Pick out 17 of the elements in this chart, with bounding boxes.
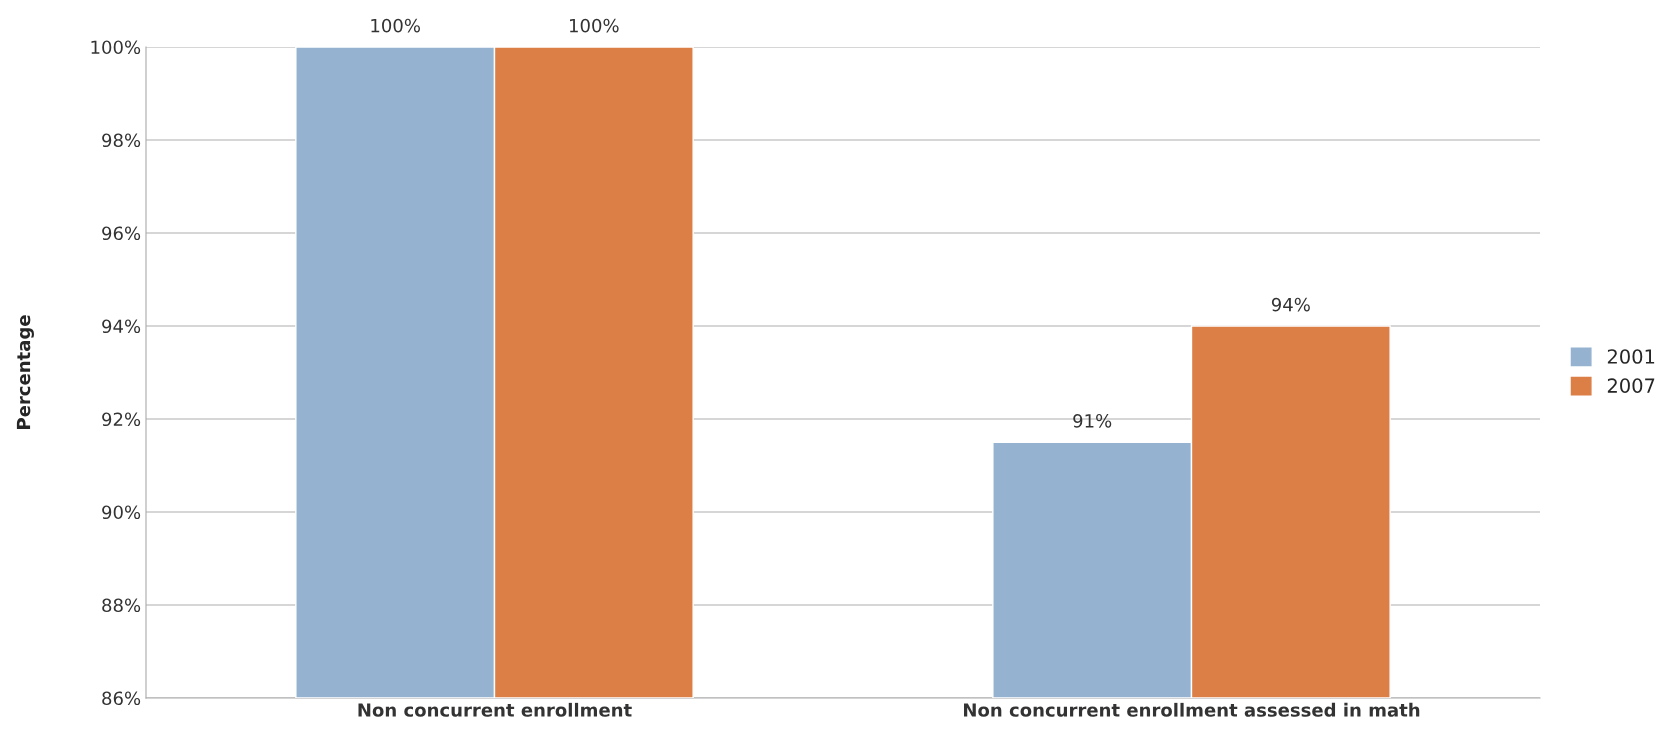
y-tick-label: 100% [91, 40, 141, 55]
y-tick-label: 94% [102, 319, 141, 334]
y-axis-title: Percentage [16, 315, 34, 429]
y-tick-label: 90% [102, 505, 141, 520]
y-tick-label: 96% [102, 226, 141, 241]
legend-label: 2007 [1607, 378, 1655, 393]
y-tick-label: 88% [102, 598, 141, 613]
x-tick-label: Non concurrent enrollment [358, 702, 632, 717]
data-label: 100% [570, 18, 619, 33]
data-label: 91% [1073, 413, 1112, 428]
data-label: 100% [371, 18, 420, 33]
data-label: 94% [1271, 297, 1310, 312]
y-tick-label: 98% [102, 133, 141, 148]
y-tick-label: 86% [102, 691, 141, 706]
x-tick-label: Non concurrent enrollment assessed in math [964, 702, 1420, 717]
y-tick-label: 92% [102, 412, 141, 427]
legend-label: 2001 [1607, 349, 1655, 364]
